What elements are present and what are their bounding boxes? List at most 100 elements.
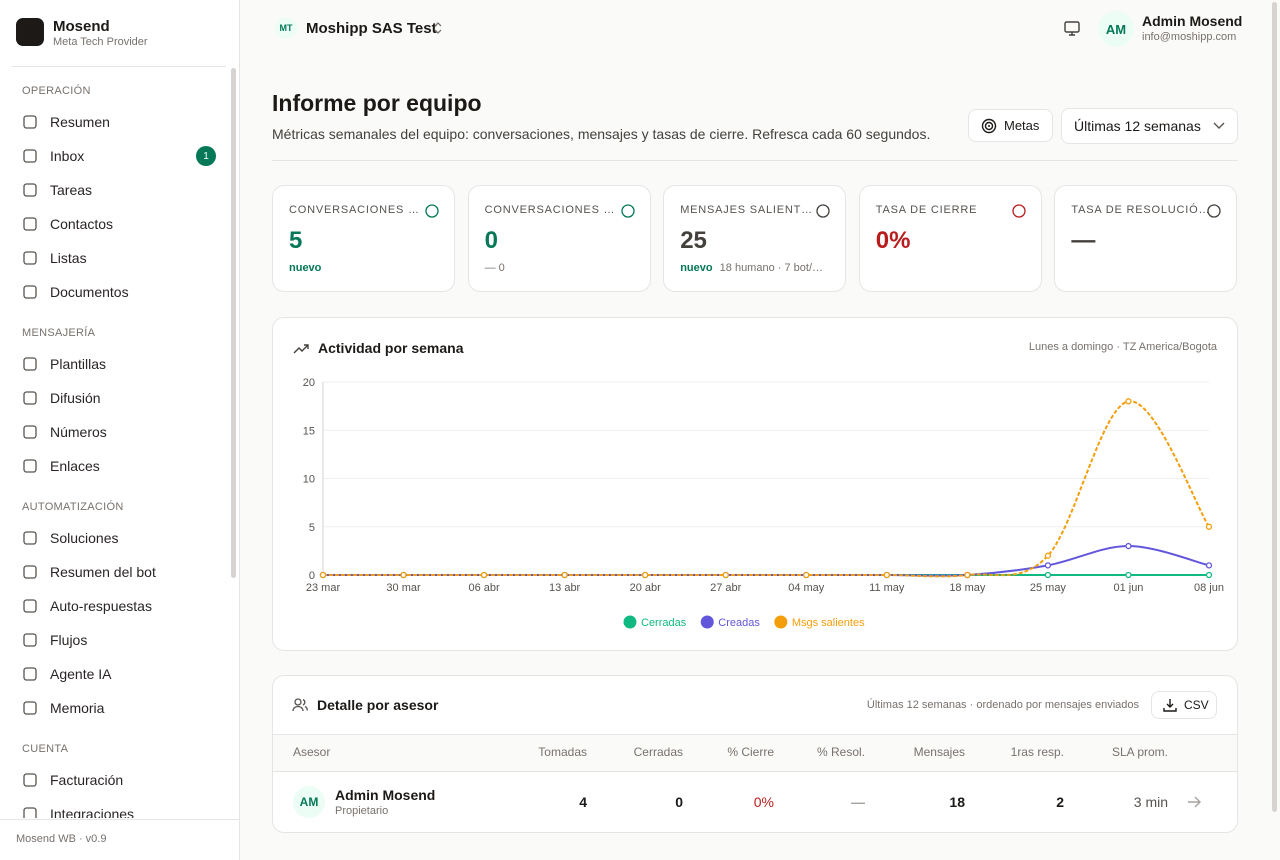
kpi-delta: nuevo 18 humano · 7 bot/… [680, 262, 823, 274]
nav-label: Resumen del bot [50, 564, 156, 580]
kpi-card: TASA DE RESOLUCIÓ… — [1054, 185, 1238, 292]
x-tick-label: 08 jun [1194, 582, 1224, 594]
nav-label: Soluciones [50, 530, 119, 546]
table-cell: 0 [675, 794, 683, 810]
nav-item[interactable]: Flujos [12, 623, 226, 657]
column-header: % Resol. [816, 745, 865, 759]
icon-shape [23, 565, 37, 579]
icon-shape [1207, 204, 1222, 218]
nav-item[interactable]: Números [12, 415, 226, 449]
org-switcher[interactable]: Moshipp SAS Test [306, 20, 437, 37]
nav-icon [23, 633, 37, 647]
nav-label: Tareas [50, 182, 93, 198]
nav-label: Resumen [50, 114, 110, 130]
nav-item[interactable]: Facturación [12, 763, 226, 797]
nav-icon [23, 149, 37, 163]
kpi-icon [425, 204, 439, 218]
data-point [1125, 542, 1132, 550]
nav-section-title: CUENTA [22, 743, 69, 755]
y-tick-label: 15 [303, 425, 315, 437]
nav-label: Contactos [50, 216, 114, 232]
icon-shape [23, 251, 37, 265]
nav-item[interactable]: Difusión [12, 381, 226, 415]
goals-button[interactable]: Metas [968, 109, 1053, 142]
target-icon [981, 118, 997, 133]
x-tick-label: 04 may [788, 582, 825, 594]
nav-icon [23, 667, 37, 681]
icon-shape [1012, 204, 1026, 218]
csv-button[interactable]: CSV [1151, 691, 1217, 719]
range-label: Últimas 12 semanas [1074, 118, 1201, 134]
nav-item[interactable]: Memoria [12, 691, 226, 725]
nav-item[interactable]: Resumen del bot [12, 555, 226, 589]
table-title: Detalle por asesor [317, 697, 439, 713]
kpi-card: MENSAJES SALIENT… 25 nuevo 18 humano · 7 b… [663, 185, 847, 292]
nav-label: Memoria [50, 700, 105, 716]
icon-shape [23, 285, 37, 299]
data-point [1044, 571, 1052, 579]
nav-icon [23, 773, 37, 787]
nav-label: Difusión [50, 390, 101, 406]
table-cell: 0% [753, 794, 774, 810]
nav-item[interactable]: Documentos [12, 275, 226, 309]
user-avatar: AM [1098, 11, 1134, 47]
data-point [722, 571, 729, 579]
nav-icon [23, 459, 37, 473]
table-note: Últimas 12 semanas · ordenado por mensaj… [866, 699, 1139, 711]
nav-item[interactable]: Auto-respuestas [12, 589, 226, 623]
icon-shape [23, 115, 37, 129]
icon-shape [425, 204, 439, 218]
table-cell: — [851, 794, 865, 810]
nav-icon [23, 599, 37, 613]
kpi-card: CONVERSACIONES … 0 — 0 [467, 185, 651, 292]
download-icon [1163, 699, 1177, 712]
kpi-delta-text: nuevo [680, 262, 713, 274]
column-header: SLA prom. [1111, 745, 1168, 759]
nav-item[interactable]: Resumen [12, 105, 226, 139]
kpi-value: 0% [875, 227, 911, 254]
nav-item[interactable]: Listas [12, 241, 226, 275]
x-tick-label: 30 mar [386, 582, 421, 594]
legend-label: Creadas [718, 617, 760, 629]
series-line [322, 545, 1210, 577]
nav-item[interactable]: Inbox 1 [12, 139, 226, 173]
nav-section-title: MENSAJERÍA [22, 327, 96, 339]
nav-item[interactable]: Agente IA [12, 657, 226, 691]
icon-shape [23, 531, 37, 545]
nav-item[interactable]: Plantillas [12, 347, 226, 381]
range-select[interactable]: Últimas 12 semanas [1061, 108, 1238, 144]
nav-item[interactable]: Integraciones [12, 797, 226, 818]
x-tick-label: 25 may [1030, 582, 1067, 594]
data-point [1205, 571, 1213, 579]
kpi-delta-text: — 0 [484, 262, 505, 274]
org-avatar: MT [275, 17, 297, 39]
x-tick-label: 18 may [949, 582, 986, 594]
nav-item[interactable]: Tareas [12, 173, 226, 207]
nav-item[interactable]: Soluciones [12, 521, 226, 555]
legend-label: Msgs salientes [792, 617, 865, 629]
row-arrow[interactable] [1187, 795, 1201, 809]
kpi-icon [1012, 204, 1026, 218]
nav-icon [23, 531, 37, 545]
monitor-icon[interactable] [1063, 19, 1081, 37]
nav-label: Enlaces [50, 458, 100, 474]
icon-shape [23, 701, 37, 715]
scrollbar [1272, 2, 1277, 812]
nav-item[interactable]: Contactos [12, 207, 226, 241]
row-avatar: AM [293, 786, 325, 818]
legend-swatch [774, 615, 788, 629]
data-point [1205, 523, 1213, 530]
nav-icon [23, 357, 37, 371]
kpi-label: CONVERSACIONES … [484, 204, 616, 216]
data-point [1044, 562, 1052, 569]
nav-label: Números [50, 424, 107, 440]
data-point [642, 571, 649, 579]
icon-shape [1188, 796, 1201, 808]
kpi-detail: 18 humano · 7 bot/… [719, 262, 823, 274]
user-email: info@moshipp.com [1142, 31, 1237, 43]
column-header: 1ras resp. [1010, 745, 1064, 759]
nav-item[interactable]: Enlaces [12, 449, 226, 483]
nav-icon [23, 807, 37, 818]
chart-subtitle: Lunes a domingo · TZ America/Bogota [1029, 341, 1218, 353]
nav-badge: 1 [196, 146, 216, 166]
